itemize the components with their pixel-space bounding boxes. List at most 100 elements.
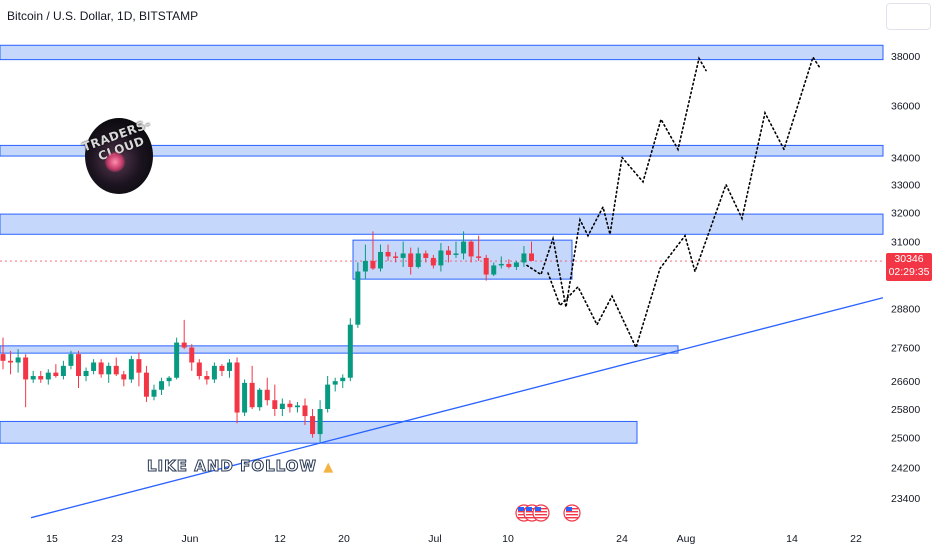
candle <box>347 318 353 382</box>
candle-body <box>106 365 112 375</box>
candle <box>506 259 512 269</box>
projection-path <box>547 55 821 350</box>
candle-body <box>76 354 81 377</box>
candle-body <box>370 260 376 269</box>
candle <box>83 367 89 382</box>
candle <box>174 337 180 380</box>
candle-body <box>468 241 474 257</box>
y-tick-label: 31000 <box>891 237 920 249</box>
candle-body <box>30 376 36 380</box>
x-tick-label: 20 <box>338 533 350 545</box>
candle-body <box>227 362 232 371</box>
countdown-timer: 02:29:35 <box>888 266 930 278</box>
candle-body <box>491 265 497 275</box>
candle-body <box>174 342 180 378</box>
candle <box>513 260 519 270</box>
candle <box>211 362 217 383</box>
chart-title: Bitcoin / U.S. Dollar, 1D, BITSTAMP <box>7 9 199 23</box>
candle <box>204 370 210 385</box>
candle-body <box>287 403 293 408</box>
candle-body <box>159 381 165 390</box>
candle <box>60 360 66 380</box>
candle-body <box>83 370 89 377</box>
candle-body <box>143 372 149 397</box>
candle-body <box>242 382 248 413</box>
candle-body <box>355 271 361 325</box>
chart-settings-button[interactable] <box>886 3 931 30</box>
candle <box>189 344 195 371</box>
y-tick-label: 33000 <box>891 180 920 192</box>
flag-stripe <box>566 511 578 513</box>
price-zone <box>0 345 679 354</box>
candle <box>468 240 474 263</box>
candle-body <box>264 389 270 401</box>
candle-body <box>38 376 44 380</box>
candle <box>476 235 482 261</box>
candle <box>257 388 263 411</box>
candle <box>15 349 21 373</box>
candle <box>325 376 331 413</box>
flag-canton <box>566 507 572 511</box>
candle <box>294 401 300 413</box>
flag-stripe <box>535 514 547 516</box>
candle <box>68 350 74 370</box>
candle-body <box>347 324 353 378</box>
candle <box>498 256 504 269</box>
candle <box>491 262 497 277</box>
candle-body <box>272 400 278 409</box>
candle <box>121 370 127 387</box>
y-tick-label: 27600 <box>891 343 920 355</box>
candle-body <box>234 362 240 413</box>
candle <box>45 369 51 385</box>
like-and-follow-annotation: LIKE AND FOLLOW ▲ <box>147 457 334 476</box>
candle <box>400 241 406 267</box>
y-tick-label: 34000 <box>891 152 920 164</box>
candle <box>249 365 255 409</box>
candle-body <box>393 256 399 258</box>
y-tick-label: 25000 <box>891 433 920 445</box>
y-tick-label: 36000 <box>891 100 920 112</box>
y-tick-label: 28800 <box>891 304 920 316</box>
candle <box>53 364 59 378</box>
flag-canton <box>535 507 541 511</box>
zones-layer <box>0 44 884 444</box>
candle-body <box>181 342 187 348</box>
candle <box>219 364 225 377</box>
logo-glow <box>105 152 125 172</box>
y-tick-label: 32000 <box>891 208 920 220</box>
flag-canton <box>518 507 524 511</box>
candle-body <box>521 253 527 263</box>
candle <box>430 254 436 269</box>
candle <box>136 352 142 387</box>
candle-body <box>279 403 285 409</box>
candle-body <box>476 256 482 258</box>
candle <box>23 354 29 408</box>
candle <box>415 247 421 269</box>
candle <box>76 350 81 389</box>
x-tick-label: 24 <box>616 533 628 545</box>
traders-cloud-logo: TRADERS-CLOUD <box>81 117 153 194</box>
candle <box>302 398 308 426</box>
candle-body <box>0 354 6 361</box>
candle <box>0 337 6 370</box>
candle-body <box>529 253 534 261</box>
candle-body <box>196 362 202 377</box>
candle-body <box>151 389 157 397</box>
candle <box>393 251 399 263</box>
candle <box>461 231 467 260</box>
candle-body <box>53 372 59 377</box>
us-flag-icon <box>563 504 581 522</box>
candle <box>445 246 451 263</box>
candle <box>227 359 232 378</box>
y-tick-label: 26600 <box>891 376 920 388</box>
candle-body <box>400 253 406 258</box>
projection-path <box>526 56 707 308</box>
candle-body <box>513 262 519 267</box>
x-tick-label: 12 <box>274 533 286 545</box>
y-axis: 38000 36000 34000 33000 32000 31000 28800 27600… <box>891 51 920 505</box>
x-tick-label: 15 <box>46 533 58 545</box>
candle-body <box>15 357 21 363</box>
candle-body <box>23 357 29 380</box>
candle-body <box>461 241 467 254</box>
